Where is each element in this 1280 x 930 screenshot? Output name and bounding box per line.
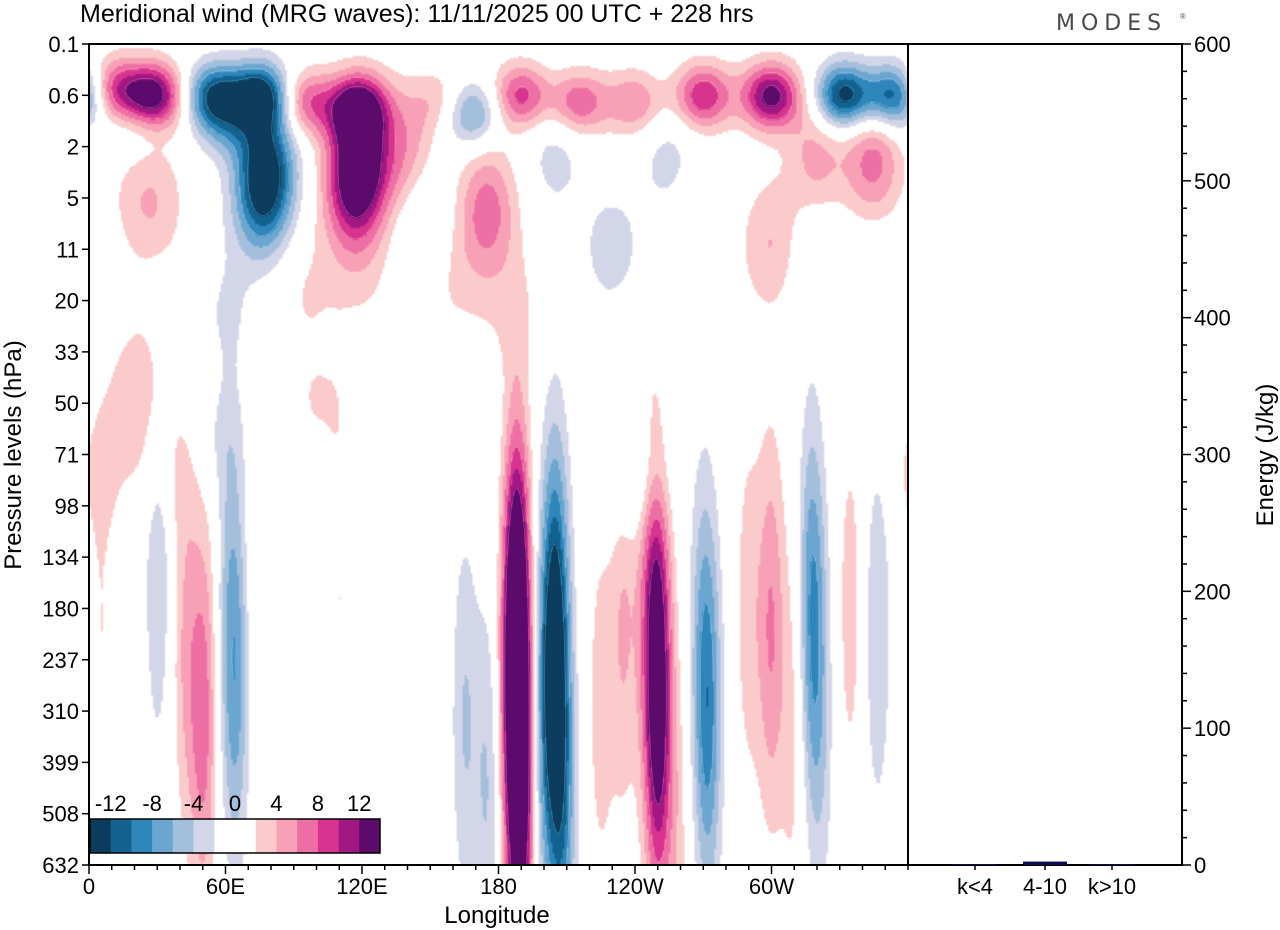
colorbar-label: 8 <box>312 791 324 816</box>
energy-tick-label: 500 <box>1194 169 1231 194</box>
pressure-tick-label: 11 <box>56 237 79 262</box>
contour--12 <box>205 77 855 835</box>
pressure-tick-label: 20 <box>55 289 79 314</box>
pressure-tick-label: 71 <box>55 443 79 468</box>
energy-tick-label: 300 <box>1194 443 1231 468</box>
energy-bar-k<4 <box>953 864 997 865</box>
colorbar-label: -8 <box>142 791 162 816</box>
longitude-tick-label: 120W <box>606 874 664 899</box>
energy-tick-label: 200 <box>1194 579 1231 604</box>
energy-tick-label: 600 <box>1194 32 1231 57</box>
colorbar-label: 0 <box>229 791 241 816</box>
pressure-tick-label: 310 <box>42 699 79 724</box>
longitude-tick-label: 0 <box>83 874 95 899</box>
contour--8 <box>197 67 903 865</box>
longitude-tick-label: 120E <box>336 874 387 899</box>
colorbar-label: 12 <box>347 791 371 816</box>
energy-tick-label: 100 <box>1194 716 1231 741</box>
longitude-tick-label: 60W <box>749 874 794 899</box>
energy-bar-k>10 <box>1090 864 1134 865</box>
colorbar-swatch <box>90 819 112 853</box>
energy-tick-label: 400 <box>1194 306 1231 331</box>
brand-registered-mark: ® <box>1180 12 1186 21</box>
colorbar-frame <box>89 818 381 854</box>
longitude-tick-label: 180 <box>480 874 517 899</box>
pressure-tick-label: 180 <box>42 596 79 621</box>
pressure-tick-label: 399 <box>42 750 79 775</box>
pressure-tick-label: 0.6 <box>48 83 79 108</box>
colorbar-label: -12 <box>95 791 127 816</box>
energy-axis-label: Energy (J/kg) <box>1252 384 1279 527</box>
colorbar-swatch <box>359 819 381 853</box>
longitude-axis: 0 60E 120E 180 120W 60W <box>83 865 909 899</box>
pressure-tick-label: 0.1 <box>48 32 79 57</box>
contour-12 <box>124 78 782 865</box>
pressure-tick-label: 5 <box>67 186 79 211</box>
pressure-tick-label: 33 <box>55 340 79 365</box>
contour-lines <box>110 67 903 865</box>
pressure-tick-label: 50 <box>55 391 79 416</box>
colorbar-swatch <box>152 819 174 853</box>
pressure-tick-label: 508 <box>42 802 79 827</box>
energy-tick-label: 0 <box>1194 853 1206 878</box>
x-axis-label: Longitude <box>444 902 549 929</box>
colorbar-swatch <box>255 819 277 853</box>
colorbar-swatch <box>193 819 215 853</box>
chart-title: Meridional wind (MRG waves): 11/11/2025 … <box>80 0 754 28</box>
brand-logo: MODES <box>1056 11 1167 36</box>
energy-bar-4-10 <box>1023 861 1067 865</box>
energy-category-label: k>10 <box>1088 874 1136 899</box>
pressure-tick-label: 632 <box>42 853 79 878</box>
pressure-axis: 0.1 0.6 2 5 11 20 33 50 71 98 134 180 237 310 399 508 63… <box>42 32 89 878</box>
colorbar-label: -4 <box>184 791 204 816</box>
energy-panel-frame <box>907 43 1183 866</box>
colorbar-swatch <box>297 819 319 853</box>
energy-category-label: k<4 <box>957 874 993 899</box>
y-axis-label: Pressure levels (hPa) <box>0 340 27 569</box>
colorbar-swatch <box>131 819 153 853</box>
pressure-tick-label: 134 <box>42 545 79 570</box>
energy-category-label: 4-10 <box>1023 874 1067 899</box>
colorbar-swatch <box>110 819 132 853</box>
colorbar-swatch <box>172 819 194 853</box>
longitude-tick-label: 60E <box>206 874 245 899</box>
pressure-tick-label: 98 <box>55 494 79 519</box>
colorbar-swatch <box>214 819 236 853</box>
energy-bars: k<4 4-10 k>10 <box>953 861 1136 899</box>
contour-8 <box>110 67 793 865</box>
pressure-tick-label: 237 <box>42 648 79 673</box>
pressure-tick-label: 2 <box>67 135 79 160</box>
colorbar-swatch <box>317 819 339 853</box>
colorbar-swatch <box>276 819 298 853</box>
colorbar-swatch <box>338 819 360 853</box>
colorbar-label: 4 <box>270 791 282 816</box>
colorbar: -12 -8 -4 0 4 8 12 <box>89 791 381 854</box>
colorbar-swatch <box>235 819 257 853</box>
heatmap-field <box>89 44 908 865</box>
energy-axis: 0 100 200 300 400 500 600 <box>1182 32 1231 878</box>
